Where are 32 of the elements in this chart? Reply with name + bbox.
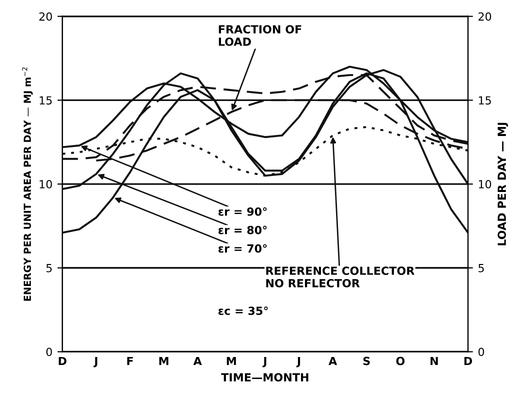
text: REFERENCE COLLECTOR NO REFLECTOR <box>266 266 414 288</box>
y-tick-label: 5 <box>46 264 52 272</box>
y-tick-label: 10 <box>40 180 52 188</box>
text: FRACTION OF LOAD <box>218 25 302 46</box>
x-tick-label: S <box>363 356 370 366</box>
y-tick-label: 20 <box>39 12 52 21</box>
x-tick-label: O <box>396 356 405 366</box>
y-tick-label: 0 <box>46 348 52 356</box>
x-tick-label: M <box>226 356 236 366</box>
x-tick-label: J <box>262 356 266 368</box>
x-tick-label: D <box>58 356 66 366</box>
x-tick-label: A <box>328 356 338 366</box>
y2-tick-label: 5 <box>478 264 484 272</box>
y2-tick-label: 20 <box>478 12 492 21</box>
x-tick-label: F <box>127 356 133 366</box>
text: εr = 80° <box>218 226 267 234</box>
x-tick-label: J <box>296 356 300 368</box>
y2-tick-label: 0 <box>478 348 484 356</box>
y-tick-label: 15 <box>40 96 52 105</box>
x-tick-label: J <box>94 356 98 368</box>
x-tick-label: M <box>159 356 168 366</box>
y2-tick-label: 10 <box>478 180 492 188</box>
x-tick-label: A <box>193 356 202 366</box>
x-axis-title: TIME—MONTH <box>221 373 308 382</box>
annotation: εc = 35° <box>218 306 268 316</box>
y2-tick-label: 15 <box>478 96 491 105</box>
y-axis-title: ENERGY PER UNIT AREA PER DAY — MJ m$^{−2}$ <box>22 67 33 301</box>
text: εr = 70° <box>218 244 267 253</box>
x-tick-label: N <box>430 356 438 366</box>
text: εr = 90° <box>218 207 267 216</box>
x-tick-label: D <box>464 356 472 366</box>
y2-axis-title: LOAD PER DAY — MJ <box>498 122 508 246</box>
